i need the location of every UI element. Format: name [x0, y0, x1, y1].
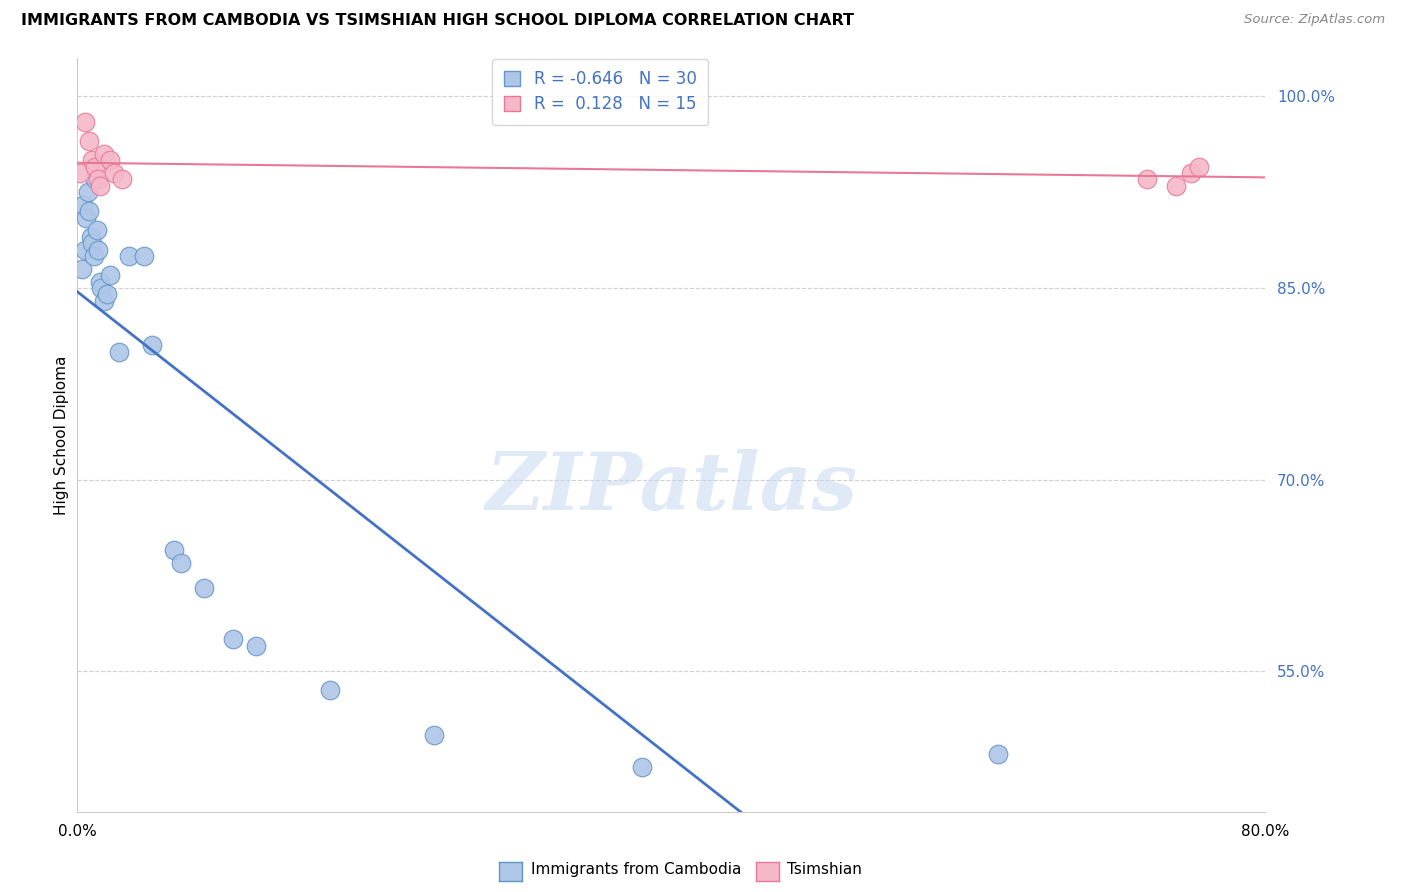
Point: [82, 236, 104, 251]
Point: [82, 153, 104, 168]
Point: [222, 632, 245, 647]
Point: [319, 683, 342, 698]
Point: [93, 146, 115, 161]
Point: [423, 728, 446, 742]
Point: [84, 160, 107, 174]
Point: [98, 153, 121, 168]
Point: [73, 243, 96, 257]
Point: [77, 134, 100, 148]
Point: [80, 230, 103, 244]
Point: [98, 268, 121, 282]
Point: [86, 223, 108, 237]
Point: [630, 760, 652, 774]
Point: [83, 249, 105, 263]
Point: [1180, 166, 1202, 180]
Point: [118, 249, 141, 263]
Point: [170, 556, 193, 570]
Point: [103, 166, 125, 180]
Point: [72, 198, 94, 212]
Point: [987, 747, 1010, 762]
Point: [93, 293, 115, 308]
Point: [69, 166, 91, 180]
Text: IMMIGRANTS FROM CAMBODIA VS TSIMSHIAN HIGH SCHOOL DIPLOMA CORRELATION CHART: IMMIGRANTS FROM CAMBODIA VS TSIMSHIAN HI…: [21, 13, 853, 29]
Text: Tsimshian: Tsimshian: [787, 863, 862, 877]
Point: [87, 172, 110, 186]
Point: [70, 261, 93, 276]
Text: ZIPatlas: ZIPatlas: [485, 449, 858, 526]
Point: [1166, 178, 1188, 193]
Point: [75, 211, 97, 225]
Point: [1136, 172, 1159, 186]
Point: [84, 172, 107, 186]
Point: [1187, 160, 1209, 174]
Point: [87, 243, 110, 257]
Y-axis label: High School Diploma: High School Diploma: [53, 355, 69, 515]
Point: [89, 178, 111, 193]
Point: [163, 542, 186, 557]
Point: [90, 281, 112, 295]
Point: [108, 344, 131, 359]
Point: [89, 275, 111, 289]
Text: Immigrants from Cambodia: Immigrants from Cambodia: [531, 863, 742, 877]
Point: [76, 185, 98, 199]
Point: [77, 204, 100, 219]
Point: [193, 581, 215, 595]
Point: [73, 115, 96, 129]
Point: [134, 249, 156, 263]
Legend: R = -0.646   N = 30, R =  0.128   N = 15: R = -0.646 N = 30, R = 0.128 N = 15: [492, 59, 709, 125]
Point: [96, 287, 118, 301]
Point: [245, 639, 267, 653]
Point: [141, 338, 163, 352]
Text: Source: ZipAtlas.com: Source: ZipAtlas.com: [1244, 13, 1385, 27]
Point: [111, 172, 134, 186]
